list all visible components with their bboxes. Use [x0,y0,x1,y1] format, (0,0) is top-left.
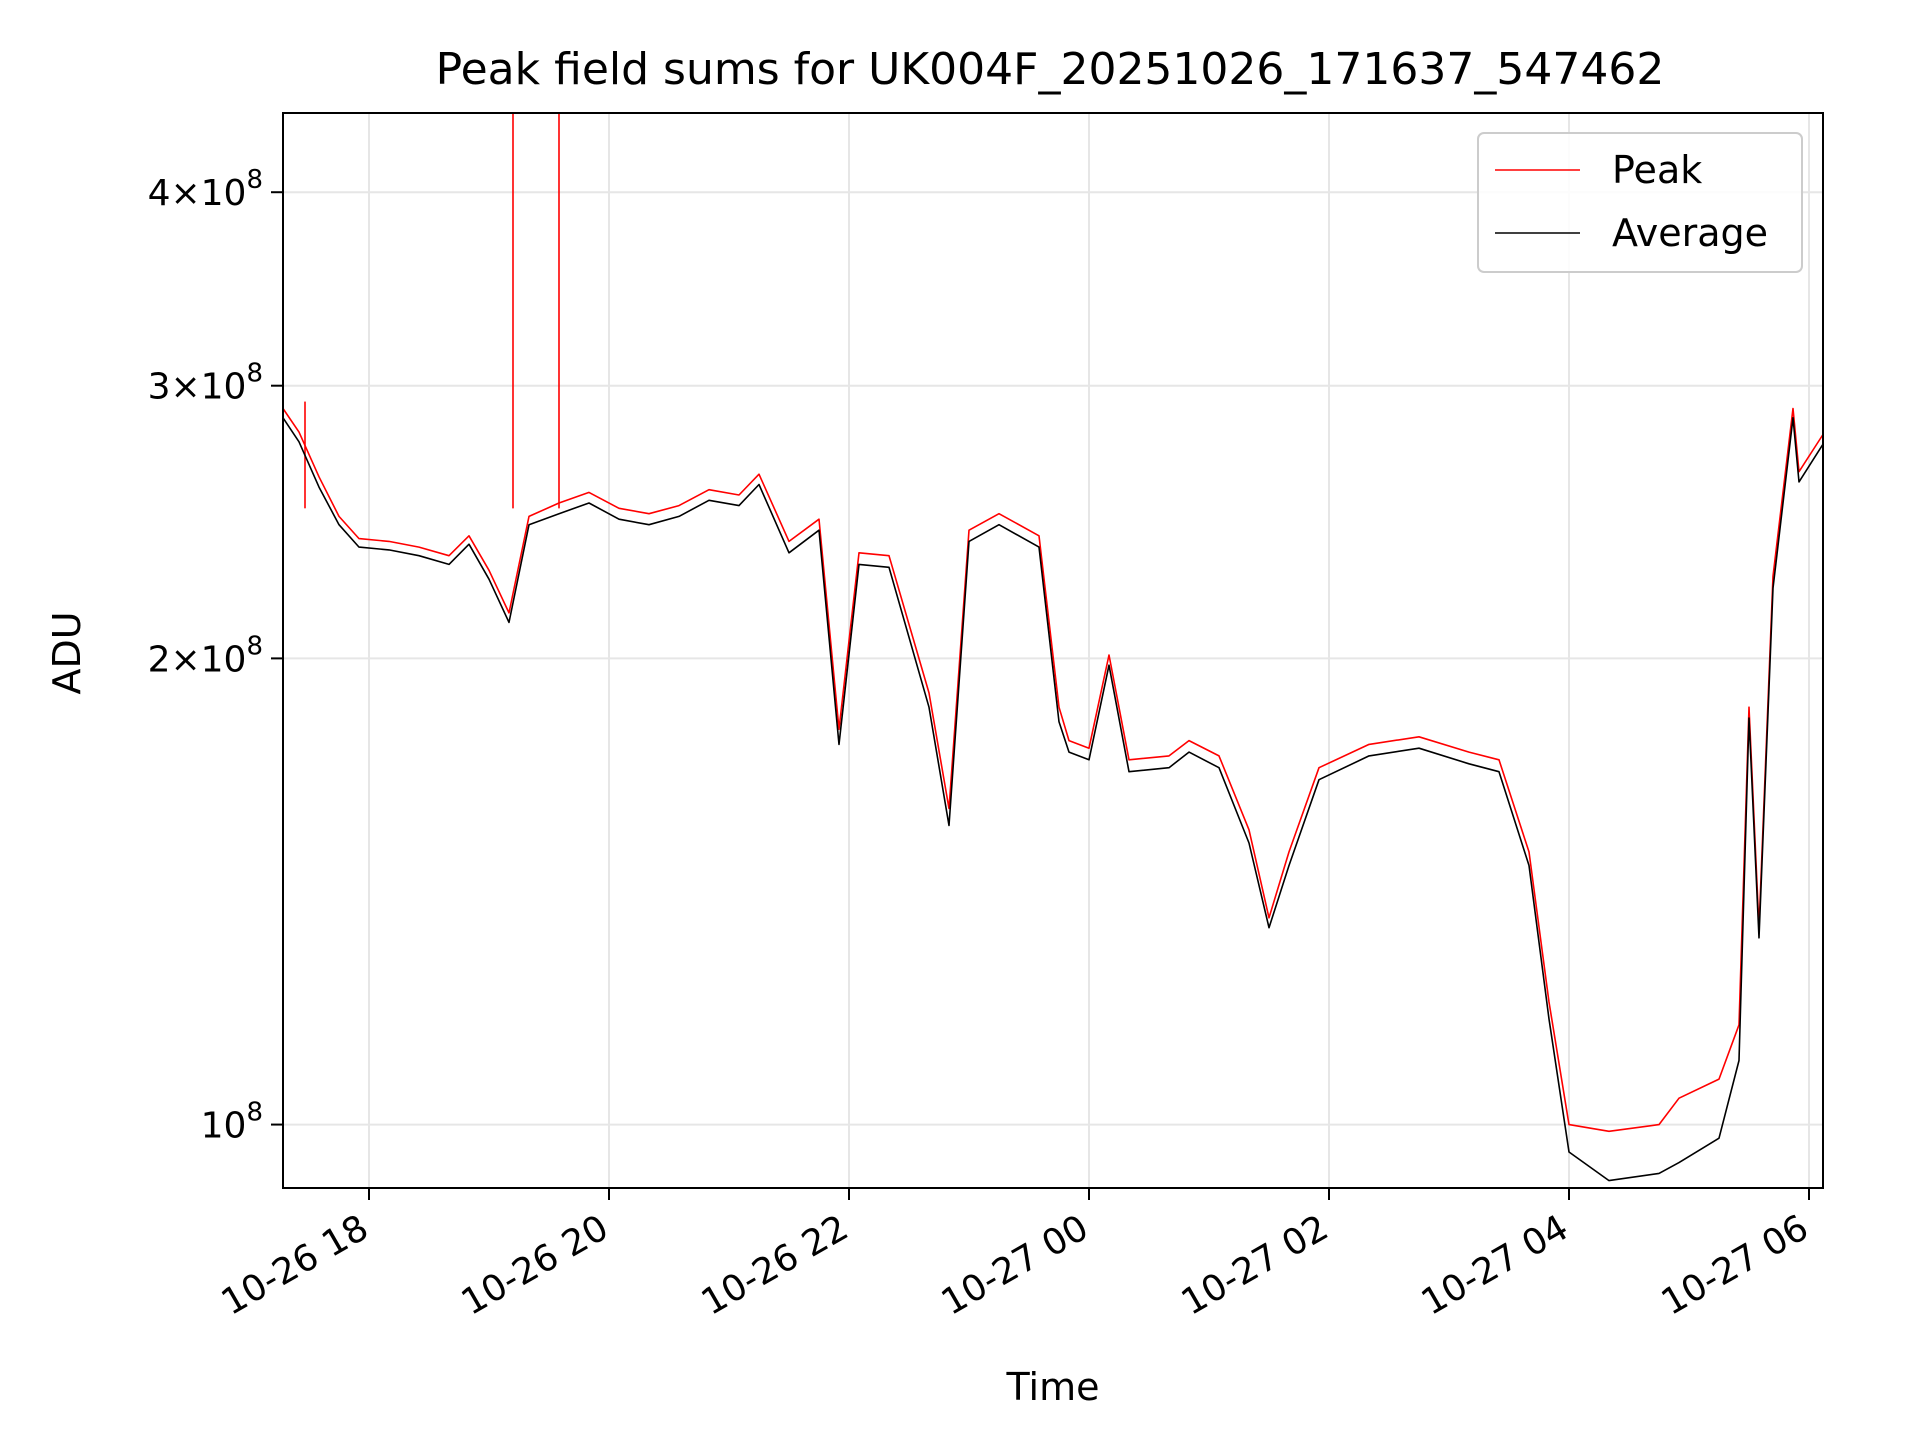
series-line-average [282,417,1824,1182]
y-axis-label: ADU [45,611,89,694]
y-tick-label-3: 4×108 [148,165,263,214]
series-layer [282,113,1824,1182]
legend-label-average: Average [1612,211,1768,255]
legend-box [1477,132,1803,273]
y-axis: 108 2×108 3×108 4×108 [148,165,283,1147]
chart-title: Peak field sums for UK004F_20251026_1716… [436,44,1665,95]
x-axis-label: Time [1006,1365,1100,1409]
y-tick-label-2: 3×108 [148,359,263,408]
series-line-peak [282,407,1824,1133]
plot-frame [282,112,1824,1189]
y-tick-label-0: 108 [201,1098,263,1147]
y-tick-label-1: 2×108 [148,631,263,680]
legend: Peak Average [1477,132,1803,273]
legend-label-peak: Peak [1612,148,1702,192]
